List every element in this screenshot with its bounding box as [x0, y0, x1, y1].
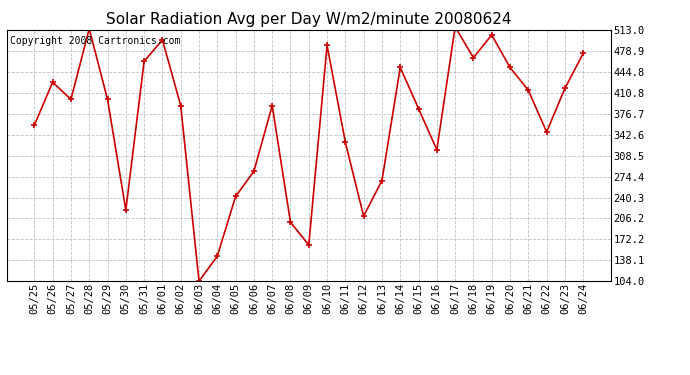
Text: Copyright 2008 Cartronics.com: Copyright 2008 Cartronics.com: [10, 36, 180, 46]
Title: Solar Radiation Avg per Day W/m2/minute 20080624: Solar Radiation Avg per Day W/m2/minute …: [106, 12, 511, 27]
